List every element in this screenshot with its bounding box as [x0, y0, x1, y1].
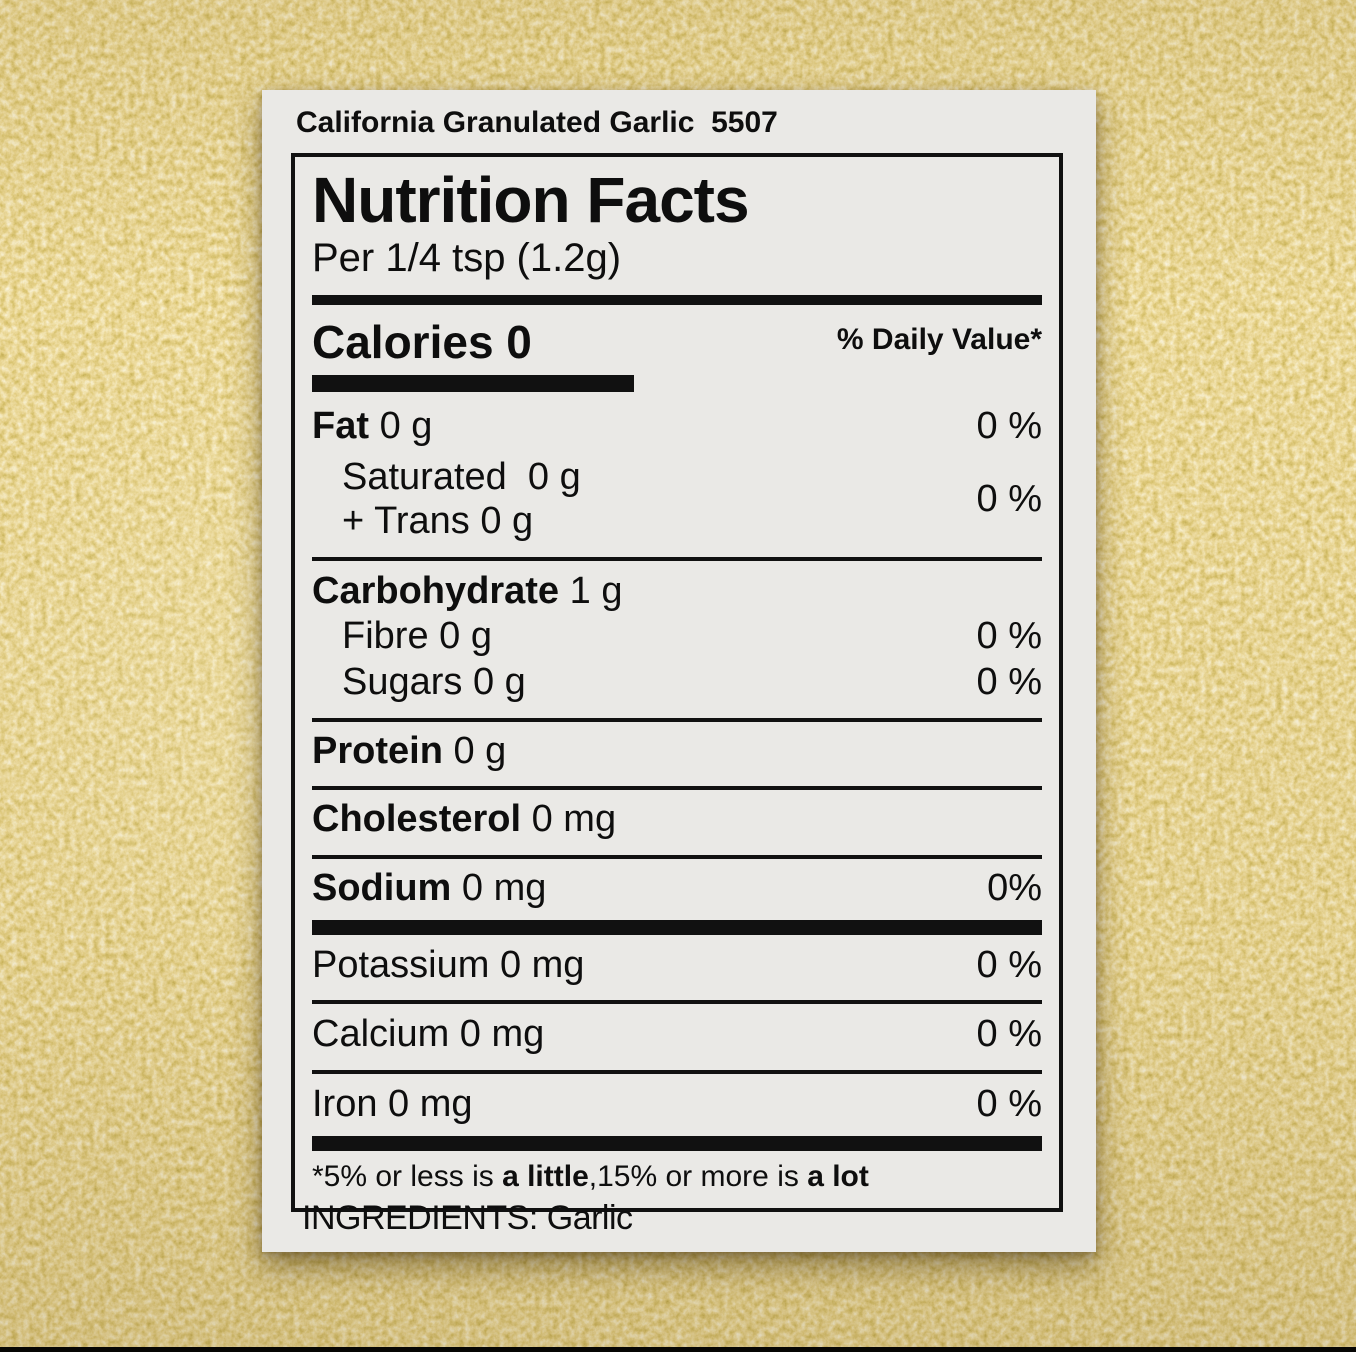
daily-value-footnote: *5% or less is a little,15% or more is a…: [312, 1160, 1042, 1194]
ingredients-statement: INGREDIENTS: Garlic: [302, 1199, 633, 1237]
saturated-daily-value: 0 %: [976, 478, 1042, 521]
separator-above-sodium: [312, 855, 1042, 860]
potassium-daily-value: 0 %: [976, 943, 1042, 986]
separator-above-calcium: [312, 1000, 1042, 1005]
calcium-daily-value: 0 %: [976, 1013, 1042, 1056]
calcium-row: Calcium 0 mg 0 %: [312, 1013, 1042, 1057]
footnote-text-1: *5% or less is: [312, 1159, 503, 1193]
footnote-a-lot: a lot: [807, 1159, 869, 1193]
potassium-row: Potassium 0 mg 0 %: [312, 944, 1042, 988]
sugars-row: Sugars 0 g 0 %: [312, 661, 1042, 705]
footnote-a-little: a little: [502, 1159, 589, 1193]
photo-bottom-edge: [0, 1347, 1356, 1352]
calcium-label: Calcium 0 mg: [312, 1013, 545, 1056]
fibre-label: Fibre 0 g: [342, 615, 492, 658]
saturated-trans-label: Saturated 0 g + Trans 0 g: [312, 456, 581, 543]
cholesterol-label: Cholesterol 0 mg: [312, 798, 617, 841]
thick-bar-above-footnote: [312, 1135, 1042, 1151]
calories-underline-bar: [312, 374, 634, 392]
serving-size: Per 1/4 tsp (1.2g): [312, 235, 622, 280]
calories-value: Calories 0: [312, 315, 532, 368]
separator-above-iron: [312, 1070, 1042, 1075]
carbohydrate-label: Carbohydrate 1 g: [312, 569, 623, 612]
nutrition-label: California Granulated Garlic 5507 Nutrit…: [262, 90, 1096, 1252]
calories-row: Calories 0 % Daily Value*: [312, 315, 1042, 369]
protein-row: Protein 0 g: [312, 730, 1042, 774]
product-title: California Granulated Garlic 5507: [296, 106, 778, 139]
fat-row: Fat 0 g 0 %: [312, 405, 1042, 449]
cholesterol-row: Cholesterol 0 mg: [312, 798, 1042, 842]
fibre-row: Fibre 0 g 0 %: [312, 615, 1042, 659]
sodium-daily-value: 0%: [987, 867, 1042, 910]
sodium-label: Sodium 0 mg: [312, 867, 547, 910]
iron-row: Iron 0 mg 0 %: [312, 1083, 1042, 1127]
iron-label: Iron 0 mg: [312, 1083, 473, 1126]
sugars-label: Sugars 0 g: [342, 660, 526, 703]
trans-line: + Trans 0 g: [342, 499, 534, 542]
footnote-text-2: ,15% or more is: [588, 1159, 808, 1193]
sugars-daily-value: 0 %: [976, 660, 1042, 703]
carbohydrate-row: Carbohydrate 1 g: [312, 570, 1042, 614]
daily-value-header: % Daily Value*: [836, 322, 1042, 356]
separator-above-cholesterol: [312, 786, 1042, 791]
separator-above-protein: [312, 717, 1042, 722]
fibre-daily-value: 0 %: [976, 615, 1042, 658]
rule-under-serving: [312, 294, 1042, 305]
sodium-row: Sodium 0 mg 0%: [312, 867, 1042, 911]
separator-above-carbohydrate: [312, 556, 1042, 561]
fat-daily-value: 0 %: [976, 404, 1042, 447]
protein-label: Protein 0 g: [312, 729, 507, 772]
nutrition-facts-panel: Nutrition Facts Per 1/4 tsp (1.2g) Calor…: [291, 153, 1063, 1212]
nutrition-facts-heading: Nutrition Facts: [312, 164, 750, 236]
saturated-line: Saturated 0 g: [342, 456, 581, 499]
saturated-trans-row: Saturated 0 g + Trans 0 g 0 %: [312, 456, 1042, 543]
potassium-label: Potassium 0 mg: [312, 943, 585, 986]
fat-label: Fat 0 g: [312, 404, 433, 447]
thick-bar-below-sodium: [312, 919, 1042, 935]
iron-daily-value: 0 %: [976, 1083, 1042, 1126]
